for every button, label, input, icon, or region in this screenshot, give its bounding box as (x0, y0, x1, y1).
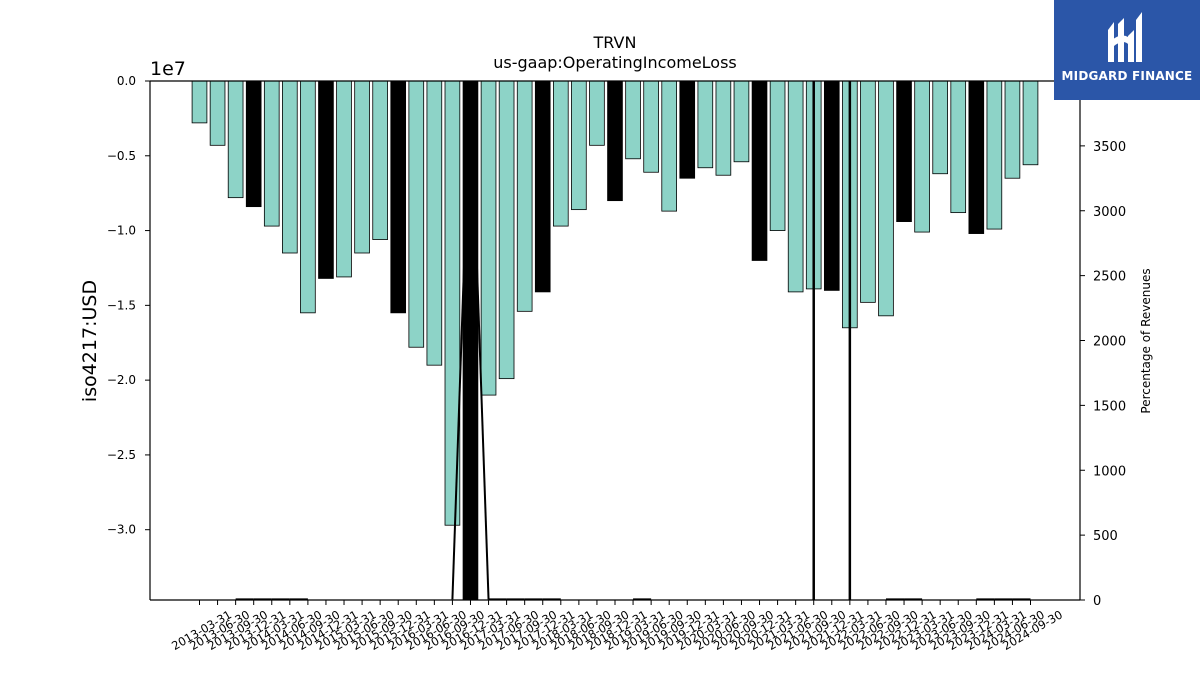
bar-2022-09-30 (878, 80, 894, 317)
y2-tick-label: 0 (1093, 594, 1101, 609)
bar-2021-12-31 (823, 80, 840, 291)
y-tick-label: 0.0 (117, 74, 136, 88)
bar-2013-03-31 (191, 80, 208, 124)
bar-2017-12-31 (534, 80, 551, 293)
y2-tick-label: 3500 (1093, 140, 1126, 155)
bar-2024-03-31 (986, 80, 1003, 230)
bar-2015-03-31 (336, 80, 352, 278)
ticks-layer: 0.0 −0.5 −1.0 −1.5 −2.0 −2.5 −3.0 0 500 1000 1500 2… (107, 74, 1126, 653)
bar-2018-06-30 (571, 80, 587, 211)
bar-2018-03-31 (553, 80, 569, 227)
bar-2013-09-30 (227, 80, 244, 199)
bar-2023-12-31 (968, 80, 985, 234)
bar-2020-03-31 (697, 80, 714, 169)
bar-2014-03-31 (263, 80, 280, 227)
bar-2024-06-30 (1004, 80, 1021, 179)
bar-2018-09-30 (589, 80, 605, 146)
bar-2018-12-31 (607, 80, 623, 202)
bar-2015-06-30 (354, 80, 370, 254)
bar-2019-12-31 (679, 80, 696, 179)
y2-tick-label: 2000 (1093, 335, 1126, 350)
bar-2020-12-31 (751, 80, 768, 261)
y-tick-label: −0.5 (107, 149, 136, 163)
y2-tick-label: 2500 (1093, 270, 1126, 285)
bar-2022-06-30 (860, 80, 876, 303)
bar-2021-06-30 (787, 80, 804, 293)
y-tick-label: −1.0 (107, 224, 136, 238)
pct-segment-2016-09-30 (451, 80, 472, 600)
bar-2014-09-30 (300, 80, 316, 314)
y-tick-label: −2.0 (107, 373, 136, 387)
y-tick-label: −3.0 (107, 523, 136, 537)
y2-axis-label: Percentage of Revenues (1139, 268, 1153, 413)
bar-2022-12-31 (896, 80, 912, 222)
bar-2013-06-30 (209, 80, 226, 146)
bars-layer (191, 80, 1039, 601)
bar-2023-03-31 (914, 80, 930, 233)
y-axis-label: iso4217:USD (79, 280, 101, 402)
y2-tick-label: 1500 (1093, 399, 1126, 414)
bar-2020-06-30 (715, 80, 732, 176)
bar-2015-09-30 (372, 80, 388, 240)
bar-2024-09-30 (1022, 80, 1039, 166)
y2-tick-label: 500 (1093, 529, 1118, 544)
bar-2020-09-30 (733, 80, 750, 163)
logo-mark-icon (1108, 12, 1142, 62)
bar-2019-09-30 (661, 80, 677, 212)
bar-2023-09-30 (950, 80, 967, 214)
bar-2014-12-31 (318, 80, 334, 279)
y-tick-label: −2.5 (107, 448, 136, 462)
pct-segment-2016-12-31 (469, 80, 490, 600)
bar-2017-03-31 (480, 80, 497, 396)
bar-2019-06-30 (643, 80, 659, 173)
y-offset-label: 1e7 (150, 58, 186, 80)
company-logo: MIDGARD FINANCE (1054, 0, 1200, 100)
percentage-series-layer (235, 80, 1031, 601)
bar-2017-06-30 (498, 80, 515, 380)
bar-2016-03-31 (408, 80, 425, 348)
logo-text: MIDGARD FINANCE (1061, 69, 1193, 83)
bar-2015-12-31 (390, 80, 407, 314)
bar-2019-03-31 (625, 80, 641, 160)
bar-2023-06-30 (932, 80, 948, 175)
y2-tick-label: 3000 (1093, 205, 1126, 220)
bar-2021-03-31 (769, 80, 786, 231)
bar-2014-06-30 (282, 80, 298, 254)
bar-2017-09-30 (516, 80, 533, 312)
chart-title: TRVN (593, 33, 637, 52)
y2-tick-label: 1000 (1093, 464, 1126, 479)
bar-2016-06-30 (426, 80, 443, 366)
bar-2013-12-31 (245, 80, 262, 208)
y-tick-label: −1.5 (107, 298, 136, 312)
chart-subtitle: us-gaap:OperatingIncomeLoss (493, 53, 737, 72)
